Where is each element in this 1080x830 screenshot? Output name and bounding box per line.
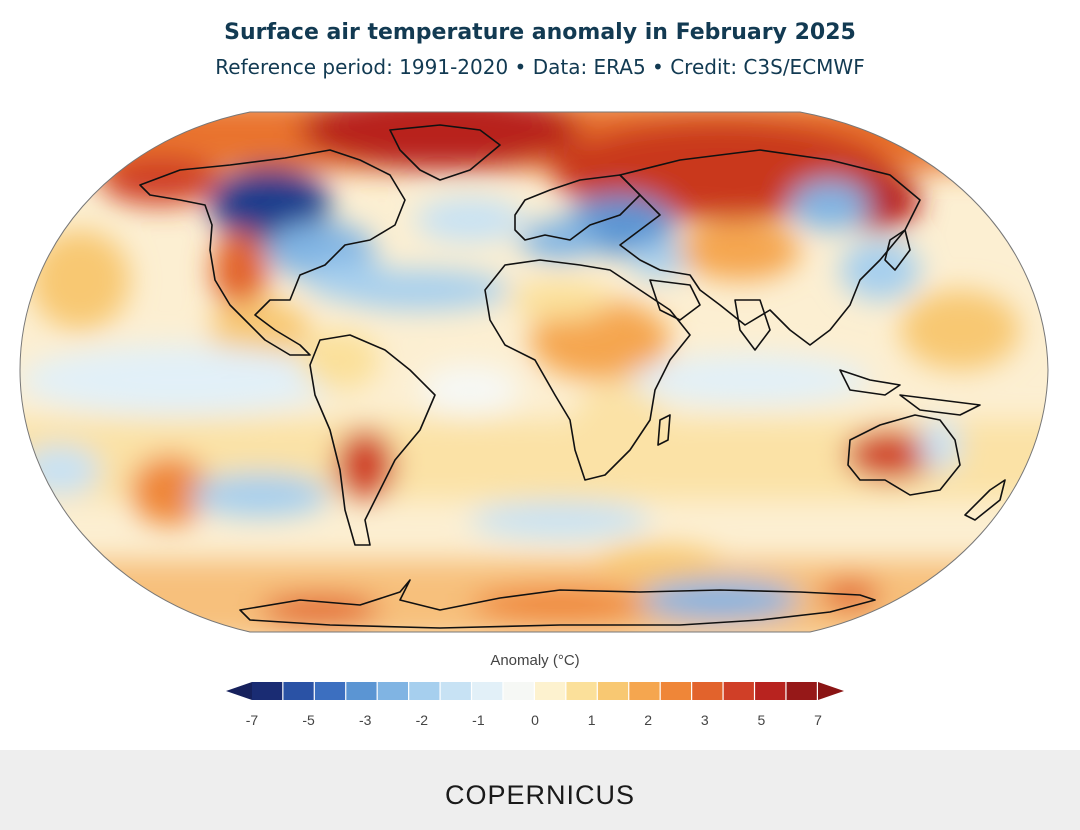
globe [19, 111, 1049, 633]
legend-tick-label: 5 [757, 712, 766, 728]
legend-tick-label: 2 [644, 712, 653, 728]
legend-swatch [692, 682, 723, 700]
legend-title: Anomaly (°C) [490, 652, 580, 669]
footer-bar [0, 750, 1080, 830]
legend-swatch [629, 682, 660, 700]
legend-swatch [409, 682, 440, 700]
legend-tick-label: 0 [531, 712, 539, 728]
legend-colorbar [226, 682, 844, 700]
map-title: Surface air temperature anomaly in Febru… [224, 20, 856, 45]
legend-swatch [660, 682, 692, 700]
legend-swatch [346, 682, 377, 700]
map-subtitle: Reference period: 1991-2020 • Data: ERA5… [215, 55, 865, 79]
legend-swatch [597, 682, 629, 700]
legend-swatch [786, 682, 817, 700]
legend-tick-label: 1 [587, 712, 596, 728]
legend-swatch [440, 682, 471, 700]
temperature-anomaly-map [19, 111, 1049, 700]
legend-swatch [503, 682, 534, 700]
legend-tick-label: -2 [415, 712, 429, 728]
legend-tick-label: 3 [700, 712, 709, 728]
coastlines [139, 124, 1006, 629]
legend-swatch [314, 682, 346, 700]
legend-tick-label: -1 [472, 712, 485, 728]
legend-swatch [535, 682, 566, 700]
legend-tick-label: -5 [302, 712, 315, 728]
legend-swatch [377, 682, 409, 700]
footer-brand: COPERNICUS [444, 780, 636, 810]
legend-swatch [472, 682, 503, 700]
legend-tick-label: -3 [358, 712, 372, 728]
legend-arrow-low [226, 682, 252, 700]
legend-swatch [283, 682, 314, 700]
legend-arrow-high [818, 682, 844, 700]
legend-tick-label: -7 [245, 712, 259, 728]
legend-swatch [755, 682, 786, 700]
legend-swatch [723, 682, 754, 700]
legend-swatch [252, 682, 283, 700]
legend-tick-label: 7 [814, 712, 822, 728]
anomaly-field [20, 112, 1048, 632]
legend-swatch [566, 682, 597, 700]
